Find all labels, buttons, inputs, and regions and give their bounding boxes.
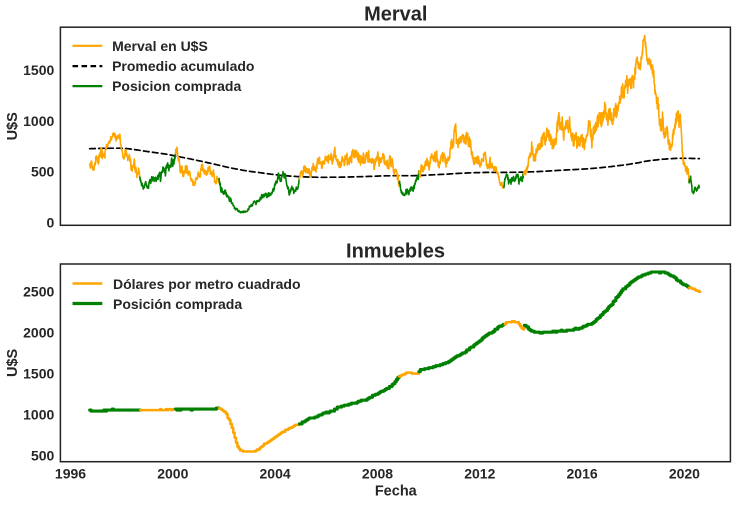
svg-text:Merval: Merval — [364, 3, 427, 25]
svg-text:1000: 1000 — [23, 113, 54, 129]
svg-text:2500: 2500 — [23, 283, 54, 299]
svg-text:Fecha: Fecha — [375, 484, 418, 500]
svg-text:2000: 2000 — [157, 465, 188, 481]
svg-text:Inmuebles: Inmuebles — [346, 240, 445, 262]
svg-text:1000: 1000 — [23, 407, 54, 423]
svg-text:2012: 2012 — [464, 465, 495, 481]
svg-text:Promedio acumulado: Promedio acumulado — [112, 58, 254, 74]
svg-text:Dólares por metro cuadrado: Dólares por metro cuadrado — [113, 276, 301, 292]
svg-text:2016: 2016 — [567, 465, 598, 481]
svg-text:0: 0 — [47, 215, 55, 231]
svg-text:Merval en U$S: Merval en U$S — [112, 38, 208, 54]
svg-text:Posicion comprada: Posicion comprada — [112, 78, 241, 94]
svg-text:1500: 1500 — [23, 62, 54, 78]
svg-text:500: 500 — [31, 164, 55, 180]
svg-text:1500: 1500 — [23, 366, 54, 382]
svg-text:Posición comprada: Posición comprada — [113, 296, 242, 312]
svg-text:1996: 1996 — [55, 465, 86, 481]
svg-text:2000: 2000 — [23, 324, 54, 340]
svg-text:2004: 2004 — [260, 465, 291, 481]
svg-text:U$S: U$S — [5, 348, 21, 377]
svg-text:2008: 2008 — [362, 465, 393, 481]
svg-text:500: 500 — [31, 448, 55, 464]
svg-text:2020: 2020 — [669, 465, 700, 481]
svg-text:U$S: U$S — [5, 112, 21, 141]
